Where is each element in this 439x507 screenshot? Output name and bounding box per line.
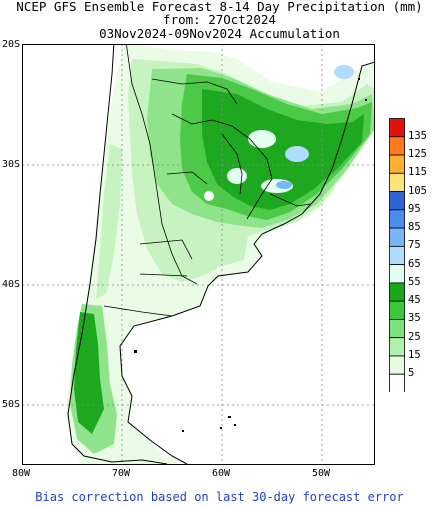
lat-label-40s: 40S bbox=[2, 279, 21, 290]
map-frame bbox=[22, 44, 375, 465]
legend-swatch bbox=[389, 227, 405, 247]
lon-label-50w: 50W bbox=[312, 468, 331, 479]
legend-swatch bbox=[389, 355, 405, 375]
legend-swatch bbox=[389, 264, 405, 284]
legend-value-label: 125 bbox=[408, 148, 427, 160]
legend-swatch bbox=[389, 191, 405, 211]
precip-75-blob bbox=[276, 181, 292, 189]
atlantic-coastline bbox=[119, 61, 375, 465]
legend-value-label: 95 bbox=[408, 202, 421, 215]
legend-value-label: 35 bbox=[408, 312, 421, 325]
bias-correction-note: Bias correction based on last 30-day for… bbox=[35, 490, 404, 504]
lat-label-50s: 50S bbox=[2, 399, 21, 410]
lon-label-70w: 70W bbox=[112, 468, 131, 479]
graticule bbox=[22, 44, 375, 465]
legend-value-label: 65 bbox=[408, 257, 421, 270]
legend-swatch bbox=[389, 172, 405, 192]
legend-value-label: 105 bbox=[408, 184, 427, 197]
legend-swatch bbox=[389, 136, 405, 156]
precipitation-map bbox=[22, 44, 375, 465]
legend-swatch bbox=[389, 300, 405, 320]
precip-55-blob bbox=[227, 168, 247, 184]
legend-swatch bbox=[389, 154, 405, 174]
precip-andes-strip bbox=[96, 144, 122, 299]
legend-value-label: 55 bbox=[408, 275, 421, 288]
precip-65-blob bbox=[285, 146, 309, 162]
country-borders bbox=[103, 44, 311, 317]
legend-swatch bbox=[389, 245, 405, 266]
map-title-line1: NCEP GFS Ensemble Forecast 8-14 Day Prec… bbox=[16, 0, 423, 14]
legend-value-label: 15 bbox=[408, 349, 421, 361]
color-legend bbox=[389, 118, 405, 392]
legend-swatch bbox=[389, 118, 405, 138]
lat-label-20s: 20S bbox=[2, 39, 21, 50]
legend-value-label: 45 bbox=[408, 294, 421, 307]
legend-value-label: 85 bbox=[408, 221, 421, 234]
lat-label-30s: 30S bbox=[2, 159, 21, 170]
coastline bbox=[67, 44, 168, 465]
legend-value-label: 25 bbox=[408, 330, 421, 343]
map-title-line2: from: 27Oct2024 bbox=[163, 12, 276, 27]
legend-swatch bbox=[389, 337, 405, 357]
precip-55-blob bbox=[204, 191, 214, 201]
legend-swatch bbox=[389, 373, 405, 392]
legend-value-label: 5 bbox=[408, 367, 415, 380]
legend-swatch bbox=[389, 319, 405, 339]
map-title-line3: 03Nov2024-09Nov2024 Accumulation bbox=[99, 26, 340, 41]
legend-swatch bbox=[389, 282, 405, 302]
legend-value-label: 115 bbox=[408, 166, 427, 179]
precip-55-blob bbox=[334, 65, 354, 79]
lon-label-60w: 60W bbox=[212, 468, 231, 479]
lon-label-80w: 80W bbox=[12, 468, 31, 479]
precip-55-blob bbox=[248, 130, 276, 148]
legend-value-label: 75 bbox=[408, 239, 421, 252]
coastal-islands bbox=[134, 78, 367, 432]
precip-patagonia-heavy bbox=[74, 312, 104, 434]
legend-value-label: 135 bbox=[408, 129, 427, 142]
legend-swatch bbox=[389, 209, 405, 229]
